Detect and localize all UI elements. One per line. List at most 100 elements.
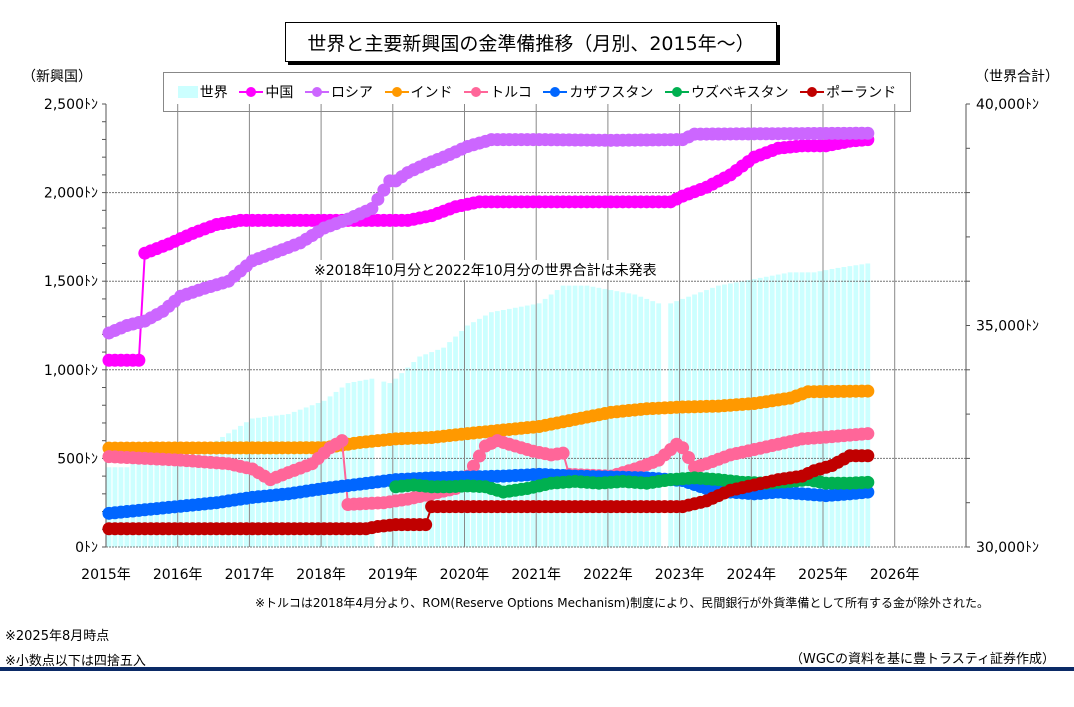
series-marker [257, 441, 271, 455]
series-marker [508, 422, 522, 436]
series-marker [532, 467, 546, 481]
series-marker [514, 500, 528, 514]
series-marker [383, 518, 397, 532]
left-tick-label: 500ﾄﾝ [57, 451, 98, 467]
x-tick-label: 2022年 [583, 567, 633, 583]
world-bar [489, 312, 494, 547]
series-marker [753, 486, 767, 500]
world-bar [232, 429, 237, 547]
series-marker [598, 476, 612, 490]
series-marker [156, 304, 170, 318]
series-line [395, 476, 868, 494]
series-marker [819, 139, 833, 153]
world-bar [315, 403, 321, 547]
series-marker [478, 480, 492, 494]
series-2 [102, 384, 875, 455]
series-marker [610, 195, 624, 209]
series-marker [652, 474, 666, 488]
legend: 世界 中国 ロシア インド トルコ カザフスタン ウズベキスタン ポーランド [163, 72, 911, 112]
series-marker [227, 522, 241, 536]
series-marker [837, 487, 851, 501]
series-marker [604, 500, 618, 514]
series-marker [795, 487, 809, 501]
series-marker [305, 228, 319, 242]
series-marker [204, 496, 218, 510]
series-marker [634, 471, 648, 485]
series-marker [520, 421, 534, 435]
series-marker [192, 441, 206, 455]
series-marker [437, 484, 451, 498]
series-marker [634, 195, 648, 209]
series-marker [598, 469, 612, 483]
series-marker [460, 469, 474, 483]
world-bar [477, 318, 482, 547]
series-marker [371, 475, 385, 489]
series-marker [335, 214, 349, 228]
series-marker [640, 402, 654, 416]
series-marker [658, 474, 672, 488]
series-marker [198, 441, 212, 455]
series-marker [664, 195, 678, 209]
legend-label: インド [410, 85, 453, 101]
series-marker [287, 238, 301, 252]
series-marker [407, 163, 421, 177]
series-marker [616, 404, 630, 418]
series-marker [317, 441, 331, 455]
series-marker [401, 472, 415, 486]
series-marker [419, 488, 433, 502]
legend-marker-china [239, 86, 264, 98]
series-marker [305, 522, 319, 536]
series-marker [640, 500, 654, 514]
series-marker [670, 192, 684, 206]
world-bar [369, 378, 375, 547]
series-marker [144, 311, 158, 325]
series-marker [652, 195, 666, 209]
series-marker [765, 439, 779, 453]
series-marker [311, 213, 325, 227]
series-marker [132, 316, 146, 330]
series-marker [425, 480, 439, 494]
series-marker [532, 420, 546, 434]
series-marker [622, 470, 636, 484]
series-marker [562, 500, 576, 514]
series-marker [699, 399, 713, 413]
series-marker [837, 126, 851, 140]
series-marker [694, 480, 708, 494]
series-marker [227, 493, 241, 507]
legend-label: ポーランド [826, 85, 897, 101]
series-marker [741, 127, 755, 141]
series-line [108, 454, 868, 530]
series-marker [813, 462, 827, 476]
world-bar [184, 448, 190, 547]
series-marker [335, 434, 349, 448]
rounding-note: ※小数点以下は四捨五入 [5, 654, 146, 669]
series-marker [849, 126, 863, 140]
series-marker [658, 401, 672, 415]
world-bar [118, 467, 124, 547]
series-marker [150, 522, 164, 536]
series-marker [180, 229, 194, 243]
series-marker [263, 247, 277, 261]
series-marker [729, 398, 743, 412]
series-marker [449, 500, 463, 514]
series-marker [664, 473, 678, 487]
series-marker [156, 501, 170, 515]
series-marker [628, 403, 642, 417]
series-marker [771, 475, 785, 489]
series-marker [532, 445, 546, 459]
series-marker [652, 472, 666, 486]
series-marker [305, 457, 319, 471]
series-marker [598, 500, 612, 514]
world-bar [160, 453, 166, 547]
series-marker [694, 495, 708, 509]
series-marker [425, 430, 439, 444]
series-marker [132, 441, 146, 455]
series-marker [263, 473, 277, 487]
series-marker [646, 455, 660, 469]
series-marker [688, 400, 702, 414]
series-marker [753, 127, 767, 141]
series-marker [723, 483, 737, 497]
series-marker [293, 461, 307, 475]
series-marker [520, 195, 534, 209]
series-marker [646, 471, 660, 485]
